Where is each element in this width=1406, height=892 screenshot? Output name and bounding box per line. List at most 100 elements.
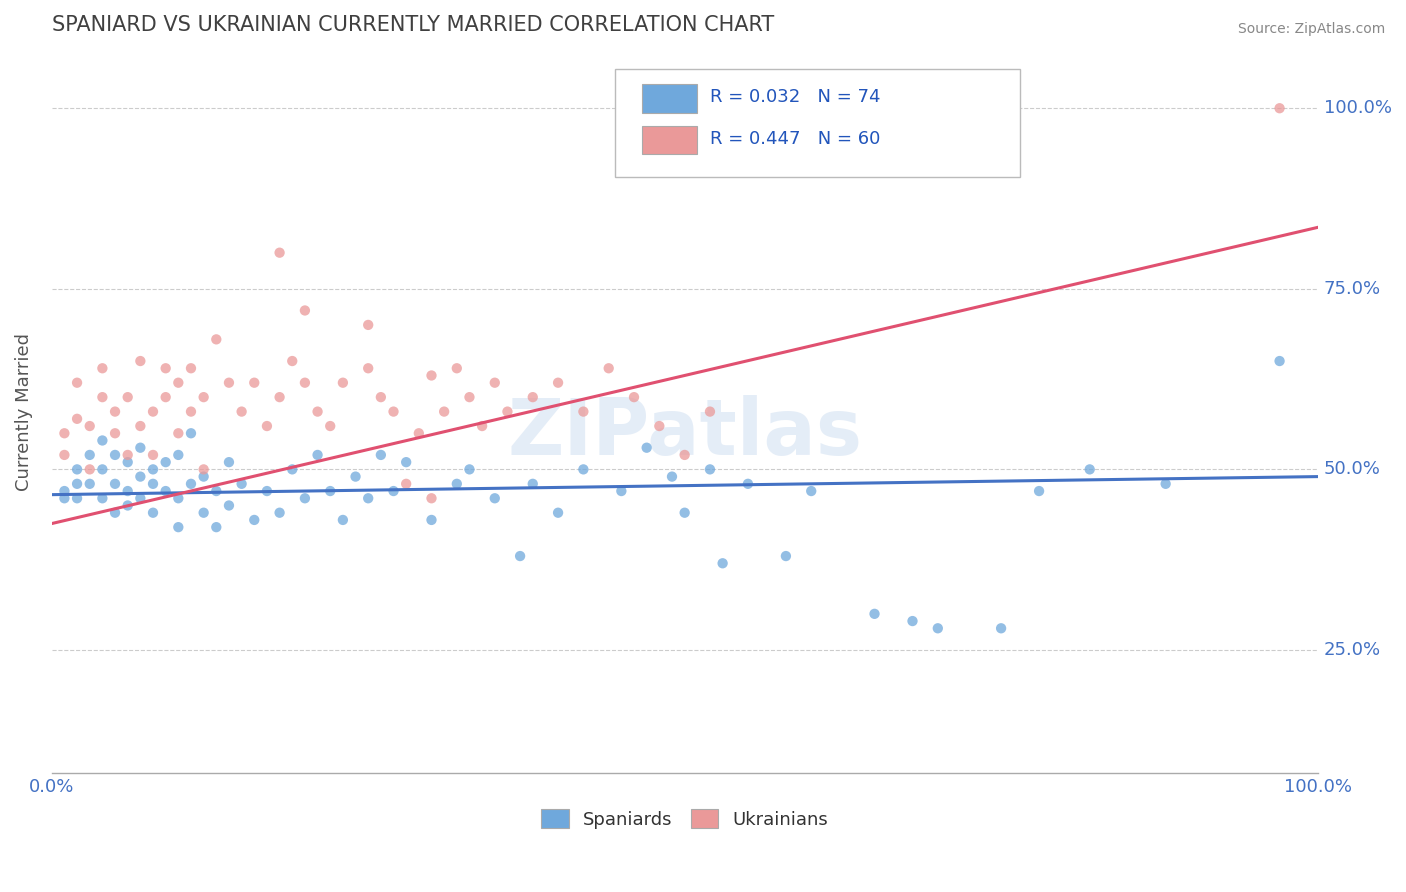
Point <box>155 455 177 469</box>
Point <box>433 404 456 418</box>
Point <box>294 491 316 506</box>
Point <box>155 361 177 376</box>
Point <box>610 484 633 499</box>
Point <box>205 520 228 534</box>
Point <box>395 476 418 491</box>
Point <box>332 376 354 390</box>
Point <box>104 506 127 520</box>
Point <box>53 484 76 499</box>
Point <box>104 426 127 441</box>
Point <box>256 484 278 499</box>
Point <box>281 354 304 368</box>
Point <box>901 614 924 628</box>
Point <box>117 499 139 513</box>
Point <box>547 506 569 520</box>
Point <box>155 390 177 404</box>
Point <box>458 462 481 476</box>
Point <box>180 361 202 376</box>
Point <box>117 448 139 462</box>
Point <box>673 506 696 520</box>
Point <box>522 476 544 491</box>
Point <box>699 462 721 476</box>
Point <box>231 476 253 491</box>
Point <box>395 455 418 469</box>
Point <box>711 556 734 570</box>
Point <box>66 491 89 506</box>
Point <box>193 469 215 483</box>
Point <box>53 426 76 441</box>
Point <box>129 469 152 483</box>
Point <box>572 462 595 476</box>
Point <box>1028 484 1050 499</box>
Point <box>129 419 152 434</box>
Point <box>420 368 443 383</box>
Point <box>572 404 595 418</box>
Point <box>205 484 228 499</box>
Point <box>598 361 620 376</box>
Point <box>53 448 76 462</box>
Point <box>104 448 127 462</box>
Text: 25.0%: 25.0% <box>1324 641 1381 659</box>
Point <box>79 448 101 462</box>
Point <box>193 390 215 404</box>
Point <box>243 513 266 527</box>
Text: 100.0%: 100.0% <box>1324 99 1392 117</box>
Point <box>370 448 392 462</box>
Point <box>382 484 405 499</box>
Point <box>420 491 443 506</box>
Point <box>142 506 165 520</box>
Point <box>319 419 342 434</box>
Point <box>636 441 658 455</box>
Point <box>547 376 569 390</box>
Point <box>66 476 89 491</box>
Point <box>673 448 696 462</box>
Point <box>484 376 506 390</box>
Point <box>66 376 89 390</box>
Point <box>129 441 152 455</box>
Point <box>471 419 494 434</box>
Point <box>231 404 253 418</box>
Point <box>142 476 165 491</box>
Point <box>294 303 316 318</box>
FancyBboxPatch shape <box>641 127 697 154</box>
Text: SPANIARD VS UKRAINIAN CURRENTLY MARRIED CORRELATION CHART: SPANIARD VS UKRAINIAN CURRENTLY MARRIED … <box>52 15 773 35</box>
Point <box>800 484 823 499</box>
Point <box>319 484 342 499</box>
Point <box>180 426 202 441</box>
Point <box>509 549 531 563</box>
Point <box>990 621 1012 635</box>
Point <box>256 419 278 434</box>
Point <box>167 448 190 462</box>
Point <box>104 404 127 418</box>
Point <box>218 376 240 390</box>
Point <box>91 462 114 476</box>
Point <box>484 491 506 506</box>
Point <box>269 245 291 260</box>
Point <box>408 426 430 441</box>
Point <box>91 491 114 506</box>
Text: R = 0.032   N = 74: R = 0.032 N = 74 <box>710 88 880 106</box>
Point <box>91 434 114 448</box>
Point <box>155 484 177 499</box>
Point <box>623 390 645 404</box>
Point <box>180 476 202 491</box>
Point <box>129 491 152 506</box>
Point <box>218 499 240 513</box>
Point <box>167 491 190 506</box>
Point <box>357 318 380 332</box>
Text: 50.0%: 50.0% <box>1324 460 1381 478</box>
Text: 75.0%: 75.0% <box>1324 280 1381 298</box>
Legend: Spaniards, Ukrainians: Spaniards, Ukrainians <box>534 802 835 836</box>
Point <box>446 476 468 491</box>
Point <box>648 419 671 434</box>
Point <box>243 376 266 390</box>
Point <box>357 361 380 376</box>
Point <box>1154 476 1177 491</box>
Point <box>91 361 114 376</box>
Point <box>142 404 165 418</box>
Point <box>104 476 127 491</box>
Point <box>193 462 215 476</box>
Point <box>117 390 139 404</box>
Point <box>1268 101 1291 115</box>
Point <box>205 332 228 346</box>
